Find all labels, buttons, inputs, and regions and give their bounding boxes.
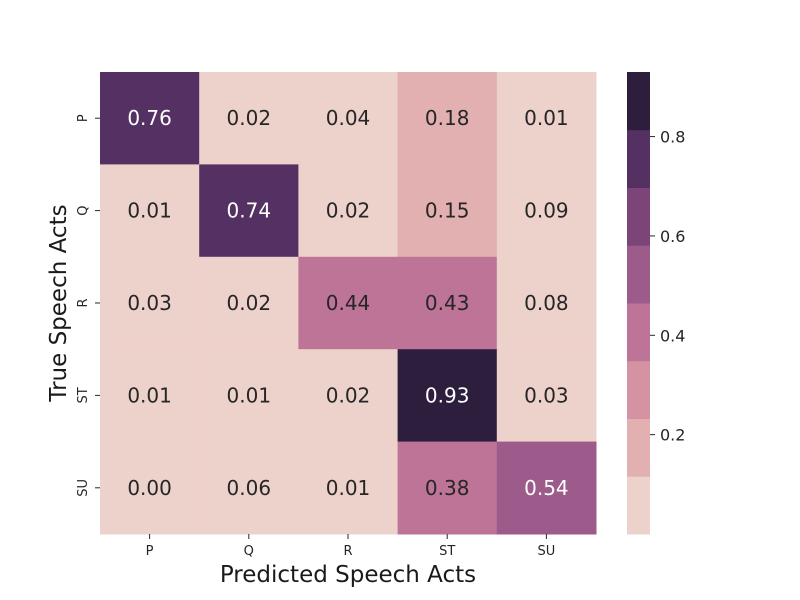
- heatmap-cell: [100, 72, 200, 165]
- cell-value-label: 0.01: [524, 106, 569, 130]
- heatmap-cell: [199, 349, 299, 443]
- cell-value-label: 0.18: [425, 106, 470, 130]
- cell-value-label: 0.76: [127, 106, 172, 130]
- y-tick-label: SU: [76, 479, 91, 497]
- heatmap-cell: [496, 256, 597, 350]
- heatmap-cell: [496, 441, 597, 535]
- colorbar-segment: [627, 72, 650, 131]
- heatmap-cell: [397, 72, 498, 165]
- cell-value-label: 0.08: [524, 291, 569, 315]
- colorbar-segment: [627, 129, 650, 188]
- heatmap-cell: [496, 72, 597, 165]
- heatmap-cell: [397, 256, 498, 350]
- y-tick-label: Q: [76, 205, 91, 215]
- heatmap-cell: [298, 441, 399, 535]
- heatmap-cell: [496, 349, 597, 443]
- cell-value-label: 0.01: [127, 199, 172, 223]
- x-tick-label: ST: [439, 544, 455, 559]
- heatmap-cell: [100, 164, 200, 258]
- y-tick-label: R: [76, 298, 91, 307]
- cell-value-label: 0.01: [127, 383, 172, 407]
- cell-value-label: 0.54: [524, 476, 569, 500]
- heatmap-grid: 0.76 0.02 0.04 0.18 0.01 0.01 0.74 0.02 0.15 0.09…: [100, 72, 597, 535]
- cell-value-label: 0.43: [425, 291, 470, 315]
- heatmap-cell: [199, 72, 299, 165]
- colorbar-segment: [627, 303, 650, 362]
- heatmap-cell: [298, 349, 399, 443]
- heatmap-cell: [199, 256, 299, 350]
- cell-value-label: 0.06: [227, 476, 272, 500]
- colorbar-segment: [627, 245, 650, 304]
- cell-value-label: 0.09: [524, 199, 569, 223]
- cell-value-label: 0.74: [227, 199, 272, 223]
- colorbar-segment: [627, 418, 650, 477]
- cell-value-label: 0.02: [326, 199, 371, 223]
- cell-value-label: 0.01: [326, 476, 371, 500]
- colorbar-segment: [627, 476, 650, 535]
- x-tick-label: Q: [244, 544, 254, 559]
- x-tick-label: R: [343, 544, 352, 559]
- heatmap-cell: [298, 256, 399, 350]
- cell-value-label: 0.44: [326, 291, 371, 315]
- x-tick-label: SU: [538, 544, 556, 559]
- colorbar-segment: [627, 187, 650, 246]
- y-tick-label: ST: [76, 387, 91, 403]
- heatmap-cell: [100, 256, 200, 350]
- heatmap-cell: [199, 441, 299, 535]
- x-axis-ticks: P Q R ST SU: [146, 534, 556, 559]
- colorbar-tick-label: 0.6: [660, 227, 685, 246]
- colorbar-segment: [627, 360, 650, 419]
- cell-value-label: 0.00: [127, 476, 172, 500]
- heatmap-cell: [397, 164, 498, 258]
- cell-value-label: 0.15: [425, 199, 470, 223]
- cell-value-label: 0.38: [425, 476, 470, 500]
- y-axis-ticks: P Q R ST SU: [76, 114, 100, 497]
- heatmap-cell: [496, 164, 597, 258]
- x-axis-title: Predicted Speech Acts: [220, 562, 476, 588]
- cell-value-label: 0.02: [326, 383, 371, 407]
- heatmap-cell: [397, 441, 498, 535]
- x-tick-label: P: [146, 544, 154, 559]
- cell-value-label: 0.01: [227, 383, 272, 407]
- cell-value-label: 0.03: [524, 383, 569, 407]
- heatmap-cell: [298, 72, 399, 165]
- colorbar-tick-label: 0.2: [660, 426, 685, 445]
- colorbar: 0.2 0.4 0.6 0.8: [627, 72, 685, 535]
- heatmap-cell: [298, 164, 399, 258]
- cell-value-label: 0.02: [227, 106, 272, 130]
- heatmap-cell: [100, 349, 200, 443]
- colorbar-tick-label: 0.8: [660, 128, 685, 147]
- heatmap-cell: [100, 441, 200, 535]
- y-axis-title: True Speech Acts: [46, 204, 72, 402]
- heatmap-cell: [199, 164, 299, 258]
- cell-value-label: 0.02: [227, 291, 272, 315]
- heatmap-cell: [397, 349, 498, 443]
- cell-value-label: 0.03: [127, 291, 172, 315]
- cell-value-label: 0.04: [326, 106, 371, 130]
- colorbar-tick-label: 0.4: [660, 326, 685, 345]
- cell-value-label: 0.93: [425, 383, 470, 407]
- y-tick-label: P: [76, 114, 91, 122]
